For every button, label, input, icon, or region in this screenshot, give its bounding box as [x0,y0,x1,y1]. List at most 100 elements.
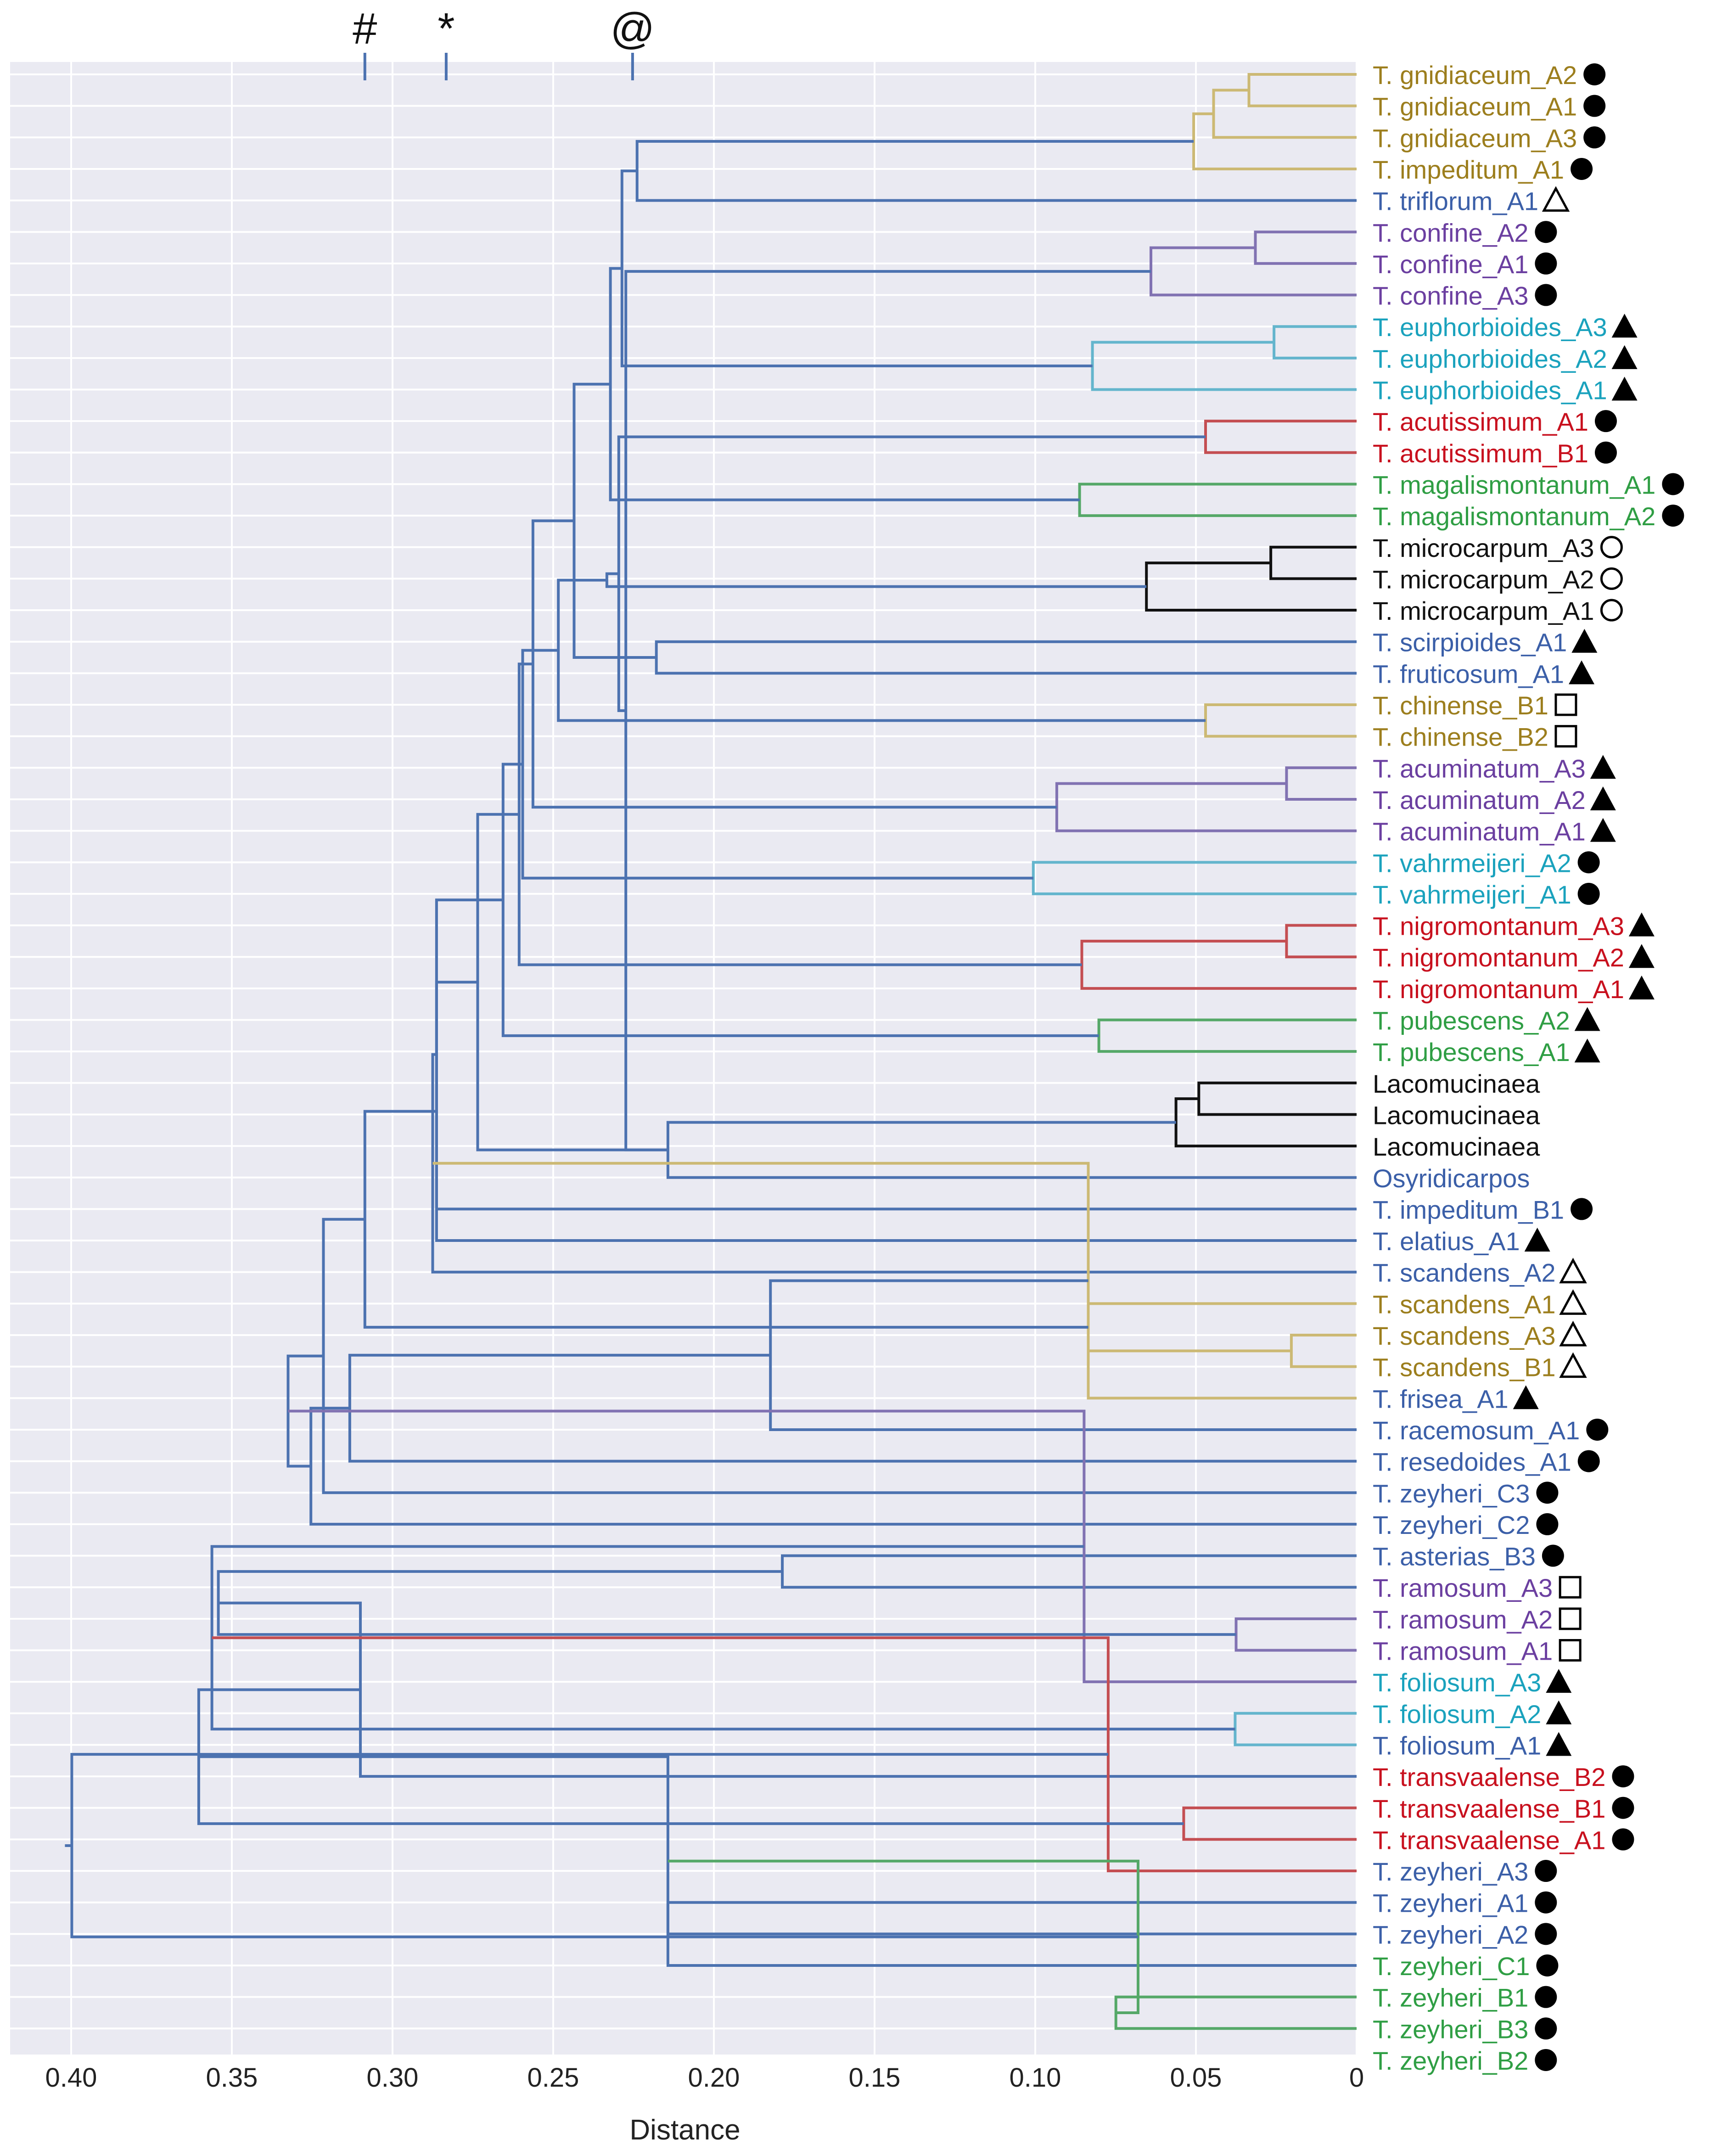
dendrogram-links [65,73,1357,2030]
leaf-label: Osyridicarpos [1373,1164,1530,1193]
leaf-marker-filled-triangle [1628,975,1655,999]
leaf-label: T. magalismontanum_A2 [1373,502,1655,531]
leaf-marker-filled-triangle [1574,1039,1600,1063]
x-tick-label: 0.30 [367,2063,419,2093]
leaf-label: T. acuminatum_A1 [1373,817,1586,846]
leaf-label: T. microcarpum_A3 [1373,533,1594,562]
leaf-label: T. transvaalense_B1 [1373,1794,1605,1823]
leaf-label: T. microcarpum_A2 [1373,565,1594,594]
leaf-label: T. acuminatum_A2 [1373,786,1586,814]
leaf-label: T. ramosum_A2 [1373,1605,1553,1634]
leaf-label: T. confine_A1 [1373,250,1528,279]
leaf-label: T. zeyheri_A1 [1373,1889,1528,1918]
leaf-label: T. asterias_B3 [1373,1542,1536,1571]
leaf-label: T. acutissimum_B1 [1373,439,1588,468]
leaf-marker-open-square [1559,1607,1582,1630]
leaf-marker-open-square [1559,1576,1582,1599]
leaf-label: T. euphorbioides_A1 [1373,376,1607,405]
leaf-label: T. chinense_B2 [1373,723,1548,752]
leaf-marker-filled-circle [1542,1544,1564,1567]
leaf-marker-open-triangle [1542,186,1570,212]
x-tick-label: 0.05 [1170,2063,1222,2093]
leaf-label: T. foliosum_A3 [1373,1668,1541,1697]
leaf-label: T. zeyheri_B2 [1373,2046,1528,2075]
leaf-marker-filled-circle [1536,1954,1559,1976]
leaf-marker-open-triangle [1559,1289,1587,1315]
leaf-marker-filled-circle [1571,157,1593,180]
leaf-label: T. confine_A3 [1373,281,1528,310]
leaf-marker-filled-circle [1586,1418,1609,1441]
leaf-label: T. ramosum_A1 [1373,1637,1553,1666]
x-axis-label: Distance [629,2114,740,2146]
leaf-label: T. transvaalense_B2 [1373,1763,1605,1791]
leaf-marker-filled-triangle [1571,629,1598,653]
plot-background [10,62,1357,2055]
leaf-labels: T. gnidiaceum_A2T. gnidiaceum_A1 T. gnidi… [1373,61,1684,2075]
leaf-marker-filled-triangle [1611,376,1638,401]
leaf-label: T. zeyheri_A3 [1373,1857,1528,1886]
leaf-label: T. zeyheri_C3 [1373,1479,1530,1508]
leaf-label: T. vahrmeijeri_A2 [1373,848,1571,877]
leaf-label: T. frisea_A1 [1373,1384,1509,1413]
leaf-label: T. impeditum_B1 [1373,1195,1564,1224]
leaf-marker-filled-circle [1594,441,1617,464]
leaf-marker-filled-circle [1594,410,1617,432]
leaf-marker-filled-circle [1612,1797,1634,1819]
leaf-label: T. vahrmeijeri_A1 [1373,880,1571,909]
leaf-marker-filled-circle [1577,882,1600,905]
leaf-label: T. transvaalense_A1 [1373,1825,1605,1854]
leaf-label: T. euphorbioides_A2 [1373,344,1607,373]
leaf-marker-filled-triangle [1569,660,1595,685]
leaf-label: T. foliosum_A2 [1373,1700,1541,1729]
leaf-label: T. scirpioides_A1 [1373,628,1567,657]
leaf-label: T. triflorum_A1 [1373,187,1538,216]
leaf-label: T. zeyheri_B3 [1373,2015,1528,2044]
leaf-marker-filled-circle [1536,1482,1559,1504]
leaf-marker-filled-circle [1535,1986,1557,2008]
leaf-marker-open-square [1554,693,1577,716]
leaf-marker-filled-triangle [1611,345,1638,369]
leaf-label: T. gnidiaceum_A1 [1373,92,1577,121]
leaf-label: T. euphorbioides_A3 [1373,313,1607,342]
leaf-label: T. foliosum_A1 [1373,1731,1541,1760]
leaf-marker-open-circle [1600,536,1623,559]
leaf-marker-filled-circle [1583,63,1606,85]
leaf-label: T. zeyheri_A2 [1373,1920,1528,1949]
leaf-marker-filled-circle [1612,1765,1634,1788]
leaf-marker-filled-triangle [1574,1007,1600,1031]
leaf-label: T. ramosum_A3 [1373,1573,1553,1602]
leaf-marker-filled-circle [1535,2017,1557,2040]
leaf-label: T. impeditum_A1 [1373,155,1564,184]
leaf-label: Lacomucinaea [1373,1069,1540,1098]
leaf-label: T. magalismontanum_A1 [1373,470,1655,499]
leaf-marker-filled-circle [1583,126,1606,149]
leaf-label: T. resedoides_A1 [1373,1448,1571,1477]
leaf-label: T. microcarpum_A1 [1373,596,1594,625]
leaf-label: T. scandens_A2 [1373,1258,1555,1287]
x-tick-label: 0.25 [527,2063,579,2093]
x-tick-label: 0.10 [1010,2063,1061,2093]
leaf-marker-open-square [1559,1639,1582,1662]
leaf-marker-filled-circle [1535,221,1557,243]
leaf-marker-filled-triangle [1513,1385,1539,1409]
x-tick-label: 0 [1349,2063,1364,2093]
leaf-marker-filled-circle [1535,1860,1557,1882]
leaf-marker-filled-triangle [1546,1732,1572,1756]
leaf-label: T. zeyheri_B1 [1373,1983,1528,2012]
leaf-label: T. pubescens_A2 [1373,1006,1570,1035]
leaf-marker-filled-triangle [1546,1669,1572,1693]
leaf-marker-filled-circle [1535,2049,1557,2071]
leaf-marker-filled-circle [1536,1513,1559,1535]
leaf-marker-filled-triangle [1590,786,1616,810]
leaf-label: T. confine_A2 [1373,218,1528,247]
cut-marker-symbol: * [438,4,454,53]
leaf-marker-filled-circle [1535,1923,1557,1945]
x-tick-label: 0.20 [688,2063,740,2093]
leaf-label: T. pubescens_A1 [1373,1038,1570,1067]
leaf-label: T. scandens_A3 [1373,1321,1555,1350]
leaf-marker-filled-circle [1535,284,1557,306]
leaf-marker-open-circle [1600,599,1623,622]
leaf-label: T. elatius_A1 [1373,1227,1520,1256]
leaf-label: T. zeyheri_C2 [1373,1510,1530,1539]
